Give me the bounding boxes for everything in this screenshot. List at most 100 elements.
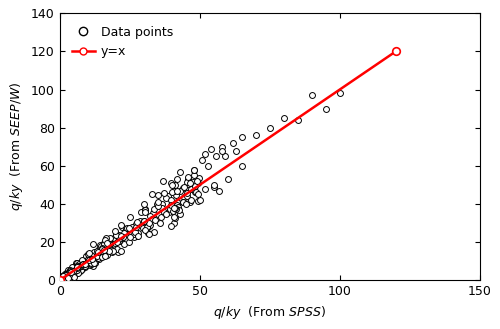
Point	[62, 275, 70, 280]
Point	[96, 242, 104, 248]
Point	[76, 264, 84, 269]
Point	[212, 154, 220, 159]
Point	[68, 270, 76, 276]
Point	[186, 186, 194, 191]
Point	[103, 247, 111, 253]
Point	[95, 252, 103, 258]
Point	[114, 239, 122, 244]
Point	[97, 249, 105, 255]
Point	[60, 273, 68, 278]
Point	[57, 277, 65, 283]
Point	[60, 276, 68, 281]
Point	[130, 234, 138, 240]
Point	[140, 218, 147, 223]
Point	[230, 140, 237, 146]
Point	[61, 272, 69, 277]
Point	[77, 266, 85, 271]
Point	[188, 179, 196, 185]
Point	[62, 274, 70, 280]
Point	[94, 252, 102, 257]
Point	[72, 269, 80, 274]
Point	[166, 197, 174, 202]
Point	[90, 261, 98, 266]
Point	[60, 276, 68, 282]
Point	[158, 205, 166, 210]
Point	[106, 247, 114, 252]
Point	[94, 246, 102, 252]
Point	[59, 275, 67, 280]
Point	[188, 197, 196, 203]
Point	[58, 276, 66, 281]
Point	[56, 277, 64, 282]
Point	[171, 215, 179, 220]
Point	[80, 264, 88, 269]
Point	[171, 182, 179, 187]
Point	[70, 270, 78, 275]
Point	[196, 197, 203, 203]
Point	[58, 277, 66, 282]
Point	[66, 272, 74, 277]
Point	[115, 239, 123, 244]
Point	[160, 178, 168, 184]
Point	[110, 240, 118, 246]
Point	[183, 193, 191, 198]
Point	[58, 274, 66, 279]
Point	[81, 262, 89, 267]
Point	[72, 270, 80, 275]
Point	[106, 235, 114, 240]
Point	[157, 215, 165, 220]
Point	[167, 180, 175, 185]
Point	[67, 272, 75, 277]
Point	[70, 267, 78, 273]
Point	[64, 272, 72, 277]
Point	[98, 245, 106, 250]
Point	[141, 208, 149, 213]
Point	[66, 274, 74, 279]
Point	[81, 261, 89, 266]
Legend: Data points, y=x: Data points, y=x	[66, 20, 180, 64]
Point	[57, 277, 65, 282]
Point	[145, 232, 153, 237]
Point	[152, 201, 160, 207]
Point	[59, 277, 67, 282]
Point	[58, 277, 66, 282]
Point	[62, 274, 70, 280]
Point	[66, 269, 74, 274]
Point	[132, 222, 140, 227]
Point	[76, 262, 84, 267]
Point	[56, 277, 64, 282]
Point	[86, 262, 94, 267]
Point	[80, 263, 88, 268]
Point	[119, 234, 127, 239]
Point	[118, 235, 126, 240]
Point	[56, 275, 64, 281]
Point	[66, 273, 74, 279]
Point	[64, 276, 72, 281]
Point	[62, 271, 70, 276]
Point	[82, 253, 90, 258]
Point	[73, 265, 81, 270]
Point	[64, 275, 72, 280]
Point	[238, 163, 246, 168]
Point	[60, 276, 68, 281]
Point	[168, 182, 175, 188]
Point	[172, 205, 179, 211]
Point	[196, 176, 203, 181]
Point	[64, 272, 72, 277]
Point	[88, 257, 96, 262]
Point	[148, 192, 156, 197]
Point	[176, 188, 184, 193]
Point	[56, 276, 64, 281]
Point	[130, 232, 138, 237]
Point	[78, 262, 86, 267]
Point	[202, 152, 209, 157]
Point	[148, 210, 156, 215]
Point	[106, 249, 114, 254]
Point	[190, 173, 198, 178]
Point	[72, 267, 80, 272]
Point	[98, 246, 106, 251]
Point	[74, 269, 82, 274]
Point	[56, 275, 64, 281]
Point	[184, 182, 192, 187]
Point	[96, 256, 104, 262]
